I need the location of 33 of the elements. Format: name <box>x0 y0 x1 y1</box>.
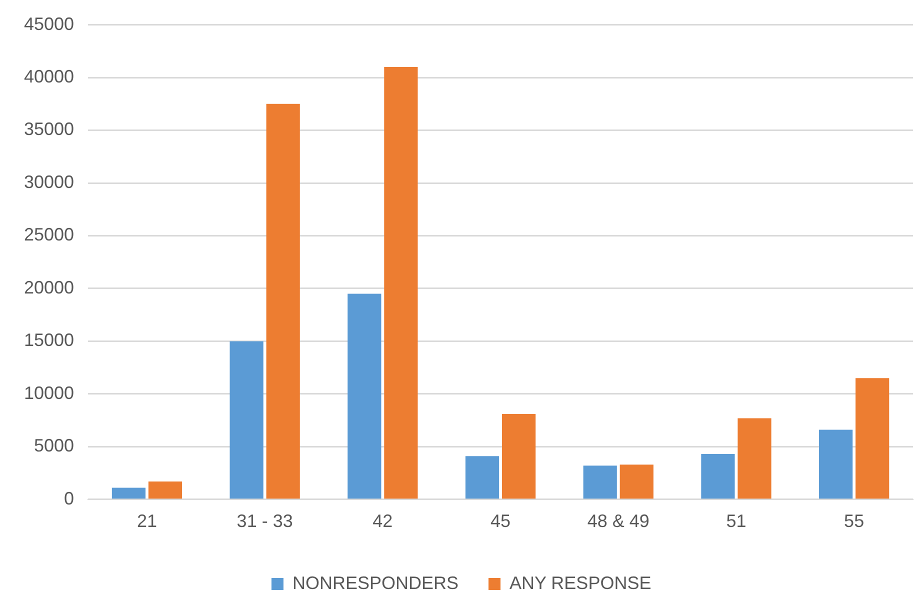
bar <box>701 454 735 499</box>
x-tick-label: 51 <box>726 511 746 532</box>
y-tick-label: 30000 <box>24 172 74 192</box>
bar <box>502 414 536 499</box>
y-tick-label: 10000 <box>24 382 74 403</box>
bar <box>856 378 890 499</box>
y-tick-label: 35000 <box>24 119 74 140</box>
bar <box>230 341 264 499</box>
x-tick-label: 48 & 49 <box>587 511 650 532</box>
y-tick-label: 45000 <box>24 14 74 34</box>
bar <box>620 464 654 499</box>
x-tick-label: 45 <box>490 511 511 532</box>
bar <box>112 488 146 499</box>
bar <box>583 466 617 499</box>
bar <box>738 418 772 499</box>
x-tick-label: 31 - 33 <box>236 511 293 532</box>
y-tick-label: 40000 <box>24 66 74 86</box>
y-tick-label: 0 <box>64 488 74 508</box>
legend-label: ANY RESPONSE <box>509 572 652 593</box>
y-tick-label: 15000 <box>24 330 74 350</box>
bar <box>266 104 300 499</box>
bar <box>465 456 500 499</box>
legend-label: NONRESPONDERS <box>292 572 458 593</box>
bar <box>384 66 418 499</box>
y-tick-label: 25000 <box>24 224 74 245</box>
bar <box>348 294 382 499</box>
bar <box>148 481 182 499</box>
x-tick-label: 42 <box>372 511 393 532</box>
x-tick-label: 55 <box>844 511 864 532</box>
y-tick-label: 5000 <box>34 436 74 456</box>
x-tick-label: 21 <box>136 511 157 532</box>
bar <box>819 430 853 499</box>
y-tick-label: 20000 <box>24 277 74 298</box>
